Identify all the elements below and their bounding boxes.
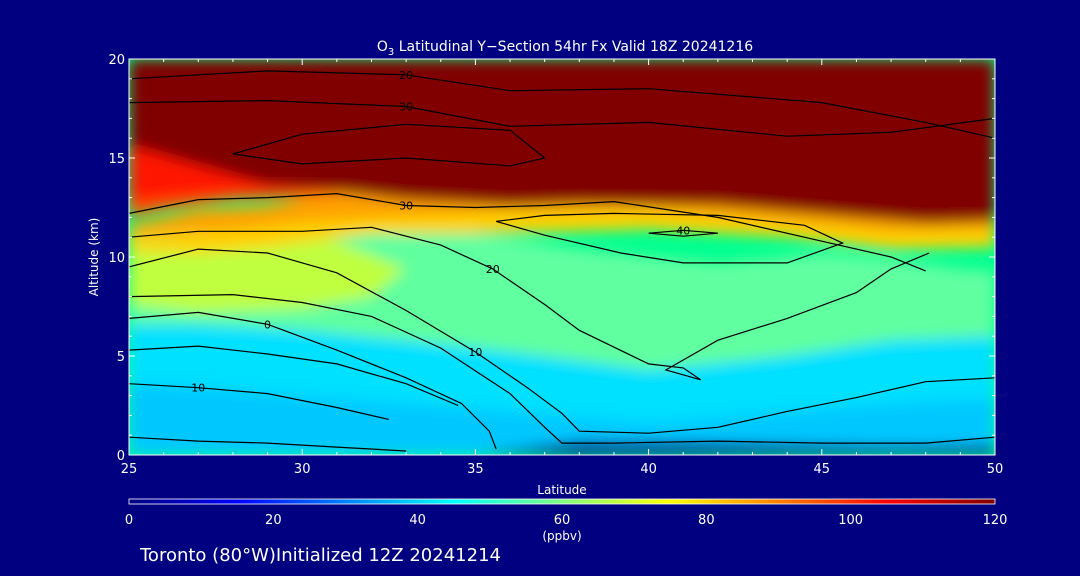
y-tick-label: 10 (108, 251, 125, 266)
y-tick-label: 15 (108, 152, 125, 167)
colorbar-tick-label: 0 (125, 513, 133, 528)
colorbar-unit-label: (ppbv) (542, 529, 581, 543)
contour-label: 30 (399, 200, 413, 213)
field-layers (129, 59, 995, 455)
colorbar-ticks: 0 20 40 60 80 100 120 (125, 513, 1008, 528)
x-tick-label: 35 (467, 462, 484, 477)
contour-line (648, 229, 718, 237)
field-region-5 (129, 191, 995, 238)
contour-line (129, 345, 459, 407)
chart-title: O3 Latitudinal Y−Section 54hr Fx Valid 1… (377, 39, 753, 58)
y-tick-label: 20 (108, 53, 125, 68)
y-tick-label: 5 (117, 350, 125, 365)
contour-line (129, 226, 930, 381)
contour-line (129, 436, 407, 452)
contour-label: 10 (191, 382, 205, 395)
heatmap-field: 30 20 30 40 20 10 0 10 (129, 59, 995, 455)
contour-line (129, 70, 995, 139)
contour-label: 30 (399, 101, 413, 114)
colorbar-tick-label: 60 (554, 513, 571, 528)
x-tick-label: 25 (121, 462, 138, 477)
x-axis: 25 30 35 40 45 50 (121, 59, 1004, 477)
x-tick-label: 30 (294, 462, 311, 477)
contour-label: 10 (468, 346, 482, 359)
contour-lines: 30 20 30 40 20 10 0 10 (129, 69, 995, 452)
field-region-1 (129, 383, 995, 455)
field-region-8 (129, 59, 995, 224)
colorbar-tick-label: 80 (698, 513, 715, 528)
colorbar-tick-label: 20 (265, 513, 282, 528)
contour-line (129, 293, 995, 444)
contour-line (129, 311, 497, 450)
contour-line (129, 383, 389, 420)
x-axis-label: Latitude (537, 483, 586, 497)
field-region-9 (475, 441, 995, 455)
contour-label: 40 (676, 224, 690, 237)
x-tick-label: 45 (814, 462, 831, 477)
field-region-4 (129, 209, 995, 253)
x-tick-label: 40 (640, 462, 657, 477)
y-axis: 0 5 10 15 20 (108, 53, 995, 464)
contour-line (129, 99, 995, 137)
footer-text: Toronto (80°W)Initialized 12Z 20241214 (139, 545, 501, 566)
contour-label: 20 (486, 263, 500, 276)
contour-label: 20 (399, 69, 413, 82)
y-axis-label: Altitude (km) (87, 218, 101, 297)
contour-line (129, 248, 995, 434)
contour-line (496, 212, 845, 264)
colorbar-tick-label: 100 (838, 513, 863, 528)
contour-line (232, 123, 547, 167)
contour-line (129, 192, 926, 272)
colorbar-tick-label: 40 (409, 513, 426, 528)
contour-label: 0 (264, 318, 271, 331)
x-tick-label: 50 (987, 462, 1004, 477)
y-tick-label: 0 (117, 449, 125, 464)
colorbar-tick-label: 120 (983, 513, 1008, 528)
colorbar (128, 498, 996, 505)
